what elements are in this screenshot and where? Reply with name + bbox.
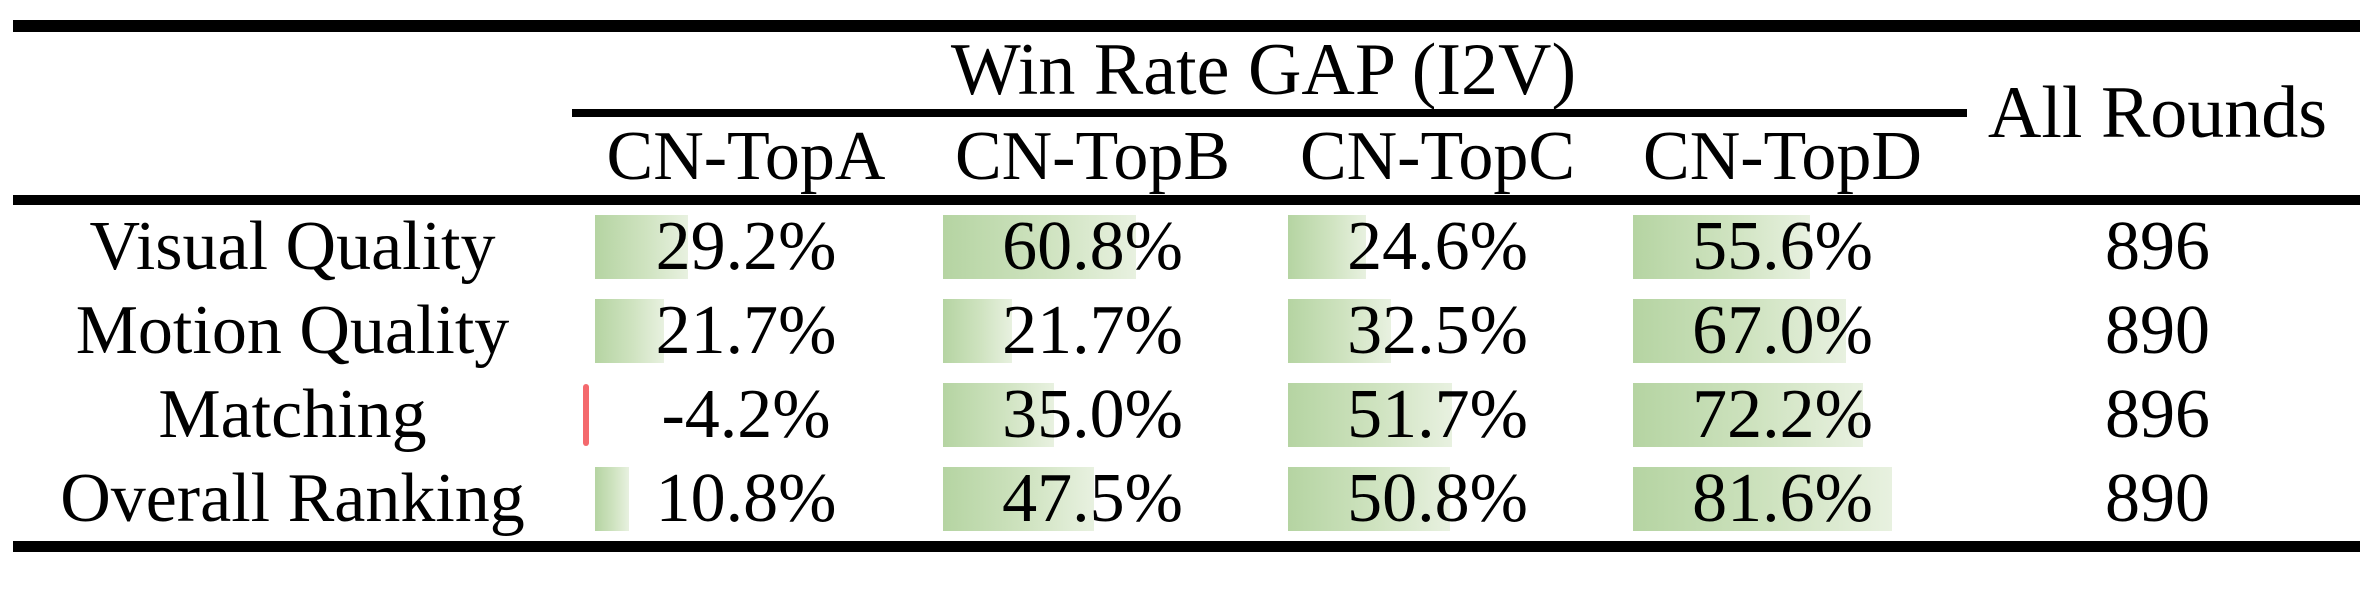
data-cell: 21.7% bbox=[920, 289, 1265, 373]
data-cell: 32.5% bbox=[1265, 289, 1610, 373]
data-bar bbox=[1288, 299, 1391, 363]
cell-value: 47.5% bbox=[1002, 460, 1183, 537]
cell-value: 72.2% bbox=[1692, 376, 1873, 453]
data-bar bbox=[1633, 215, 1810, 279]
data-bar bbox=[595, 467, 629, 531]
cell-value: 51.7% bbox=[1347, 376, 1528, 453]
data-bar bbox=[1288, 467, 1450, 531]
data-bar bbox=[1288, 383, 1452, 447]
cell-value: 10.8% bbox=[655, 460, 837, 537]
data-cell: 50.8% bbox=[1265, 457, 1610, 541]
cell-value: 21.7% bbox=[1002, 292, 1183, 369]
data-bar bbox=[1288, 215, 1366, 279]
row-label: Motion Quality bbox=[75, 292, 510, 369]
row-label: Visual Quality bbox=[89, 208, 496, 285]
data-cell: 10.8% bbox=[572, 457, 920, 541]
data-bar bbox=[1633, 299, 1846, 363]
top-rule bbox=[13, 20, 2360, 32]
data-bar bbox=[595, 299, 664, 363]
data-cell: 51.7% bbox=[1265, 373, 1610, 457]
data-bar bbox=[1633, 383, 1863, 447]
data-cell: 35.0% bbox=[920, 373, 1265, 457]
header-span-rule bbox=[572, 109, 1967, 117]
row-label: Overall Ranking bbox=[60, 460, 525, 537]
table-row: Matching -4.2% 35.0% 51.7% 72.2% 896 bbox=[13, 373, 2360, 457]
header-spacer bbox=[13, 117, 572, 197]
data-bar bbox=[943, 299, 1012, 363]
table-row: Visual Quality 29.2% 60.8% 24.6% 55.6% 8… bbox=[13, 205, 2360, 289]
cell-value: -4.2% bbox=[661, 376, 831, 453]
cell-value: 60.8% bbox=[1002, 208, 1183, 285]
data-cell: -4.2% bbox=[572, 373, 920, 457]
table-body: Visual Quality 29.2% 60.8% 24.6% 55.6% 8… bbox=[0, 205, 2374, 541]
data-cell: 55.6% bbox=[1610, 205, 1955, 289]
column-header-cn-topb: CN-TopB bbox=[954, 118, 1231, 195]
column-header-cn-topa: CN-TopA bbox=[606, 118, 886, 195]
cell-value: 55.6% bbox=[1692, 208, 1873, 285]
results-table: Win Rate GAP (I2V) CN-TopA CN-TopB CN-To… bbox=[0, 20, 2374, 552]
row-label: Matching bbox=[158, 376, 427, 453]
cell-value: 50.8% bbox=[1347, 460, 1528, 537]
data-cell: 67.0% bbox=[1610, 289, 1955, 373]
column-header-cn-topc: CN-TopC bbox=[1299, 118, 1576, 195]
data-bar bbox=[943, 215, 1136, 279]
cell-value: 21.7% bbox=[655, 292, 837, 369]
all-rounds-value: 890 bbox=[2105, 460, 2210, 537]
table-header: Win Rate GAP (I2V) CN-TopA CN-TopB CN-To… bbox=[0, 32, 2374, 195]
column-header-all-rounds: All Rounds bbox=[1987, 72, 2328, 154]
cell-value: 32.5% bbox=[1347, 292, 1528, 369]
data-bar bbox=[943, 383, 1054, 447]
cell-value: 81.6% bbox=[1692, 460, 1873, 537]
cell-value: 67.0% bbox=[1692, 292, 1873, 369]
data-cell: 24.6% bbox=[1265, 205, 1610, 289]
header-spacer bbox=[13, 32, 572, 109]
cell-value: 35.0% bbox=[1002, 376, 1183, 453]
data-cell: 72.2% bbox=[1610, 373, 1955, 457]
data-cell: 29.2% bbox=[572, 205, 920, 289]
all-rounds-value: 890 bbox=[2105, 292, 2210, 369]
data-cell: 47.5% bbox=[920, 457, 1265, 541]
data-cell: 81.6% bbox=[1610, 457, 1955, 541]
all-rounds-value: 896 bbox=[2105, 208, 2210, 285]
column-header-cn-topd: CN-TopD bbox=[1643, 118, 1922, 195]
span-header-win-rate-gap: Win Rate GAP (I2V) bbox=[950, 29, 1577, 111]
table-row: Motion Quality 21.7% 21.7% 32.5% 67.0% 8… bbox=[13, 289, 2360, 373]
bottom-rule bbox=[13, 541, 2360, 552]
data-bar bbox=[943, 467, 1094, 531]
data-bar bbox=[595, 215, 688, 279]
table-row: Overall Ranking 10.8% 47.5% 50.8% 81.6% … bbox=[13, 457, 2360, 541]
cell-value: 29.2% bbox=[655, 208, 837, 285]
cell-value: 24.6% bbox=[1347, 208, 1528, 285]
all-rounds-value: 896 bbox=[2105, 376, 2210, 453]
data-bar bbox=[1633, 467, 1892, 531]
header-body-rule bbox=[13, 195, 2360, 205]
data-bar-negative bbox=[583, 384, 589, 446]
data-cell: 60.8% bbox=[920, 205, 1265, 289]
data-cell: 21.7% bbox=[572, 289, 920, 373]
